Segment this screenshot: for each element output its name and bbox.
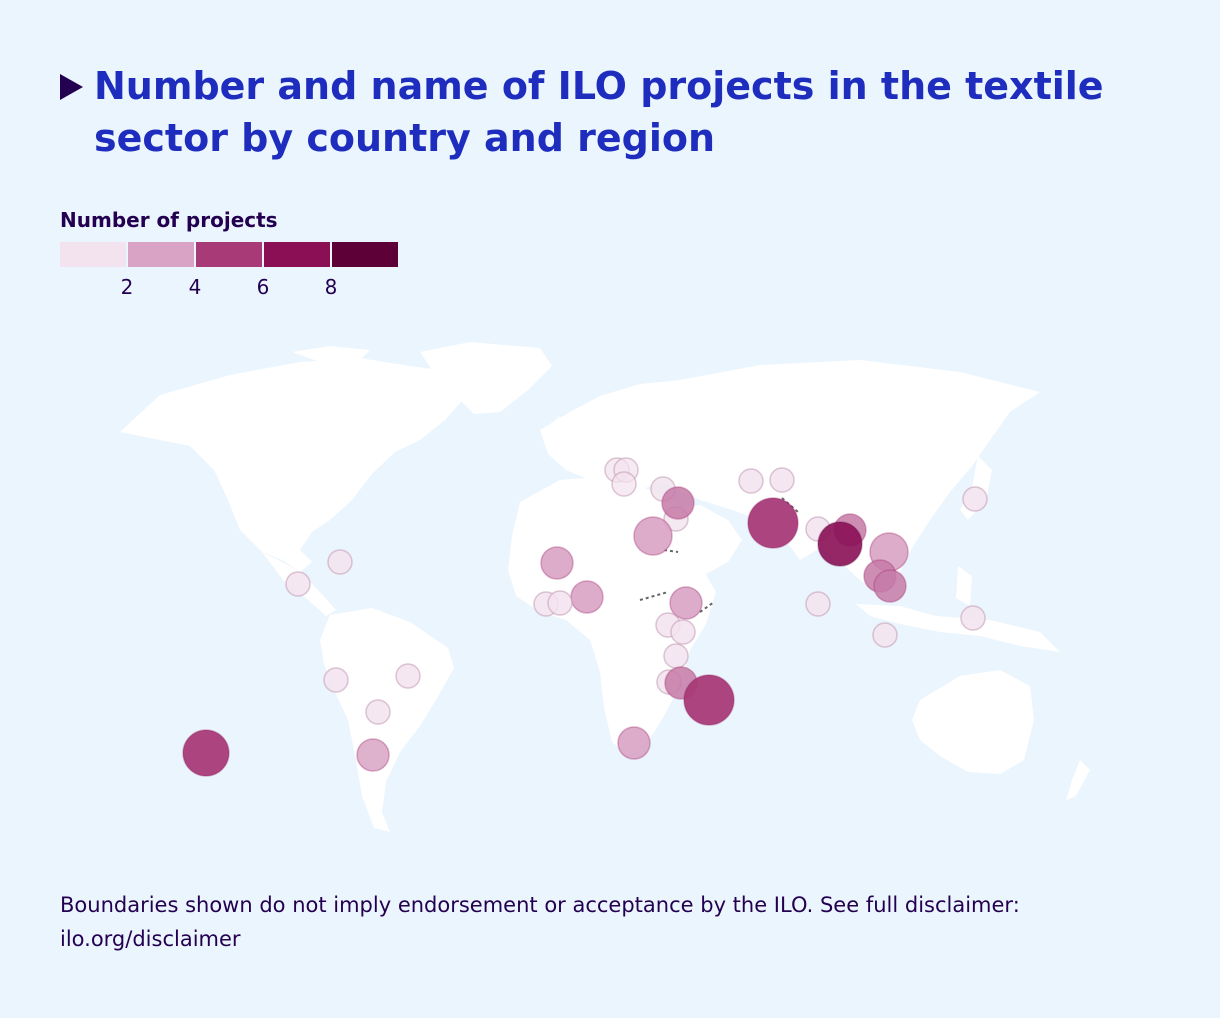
triangle-arrow-icon [60,74,83,100]
project-bubble[interactable] [661,486,695,520]
europe-landmass [540,380,700,490]
legend-color-scale [60,242,398,267]
world-map [120,342,1090,832]
project-bubble[interactable] [327,549,353,575]
project-bubble[interactable] [365,699,391,725]
legend-ticks: 2 4 6 8 [60,275,398,305]
project-bubble[interactable] [962,486,988,512]
southeast-asia-islands-landmass [856,604,1060,652]
project-bubble[interactable] [547,590,573,616]
disclaimer-footnote: Boundaries shown do not imply endorsemen… [60,893,1020,951]
arctic-islands-landmass [292,346,370,362]
disputed-boundary-line [663,549,679,553]
project-bubble[interactable] [395,663,421,689]
legend-swatch-1 [60,242,126,267]
project-bubble[interactable] [805,591,831,617]
project-bubble[interactable] [747,497,799,549]
project-bubble[interactable] [683,674,735,726]
legend-title: Number of projects [60,208,278,232]
project-bubble[interactable] [817,521,863,567]
project-bubble[interactable] [617,726,651,760]
legend-swatch-2 [128,242,194,267]
greenland-landmass [420,342,552,414]
new-zealand-landmass [1066,760,1090,800]
project-bubble[interactable] [669,586,703,620]
legend-tick: 6 [256,275,270,299]
legend-tick: 2 [120,275,134,299]
legend-tick: 4 [188,275,202,299]
legend-swatch-4 [264,242,330,267]
uk-landmass [546,416,566,448]
project-bubble[interactable] [663,643,689,669]
project-bubble[interactable] [323,667,349,693]
project-bubble[interactable] [285,571,311,597]
project-bubble[interactable] [540,546,574,580]
legend-swatch-5 [332,242,398,267]
land-masses [120,342,1090,832]
chart-title: Number and name of ILO projects in the t… [94,64,1104,160]
project-bubble[interactable] [960,605,986,631]
project-bubbles [182,457,988,777]
project-bubble[interactable] [611,471,637,497]
north-america-landmass [120,358,470,572]
philippines-landmass [956,566,972,606]
asia-landmass [662,360,1040,594]
legend: Number of projects 2 4 6 8 [60,208,398,305]
legend-tick: 8 [324,275,338,299]
project-bubble[interactable] [769,467,795,493]
project-bubble[interactable] [633,516,673,556]
disputed-boundary-line [699,601,715,613]
project-bubble[interactable] [182,729,230,777]
australia-landmass [912,670,1034,774]
project-bubble[interactable] [872,622,898,648]
legend-swatch-3 [196,242,262,267]
project-bubble[interactable] [356,738,390,772]
disputed-boundary-line [639,591,669,601]
project-bubble[interactable] [670,619,696,645]
project-bubble[interactable] [570,580,604,614]
project-bubble[interactable] [873,569,907,603]
project-bubble[interactable] [738,468,764,494]
